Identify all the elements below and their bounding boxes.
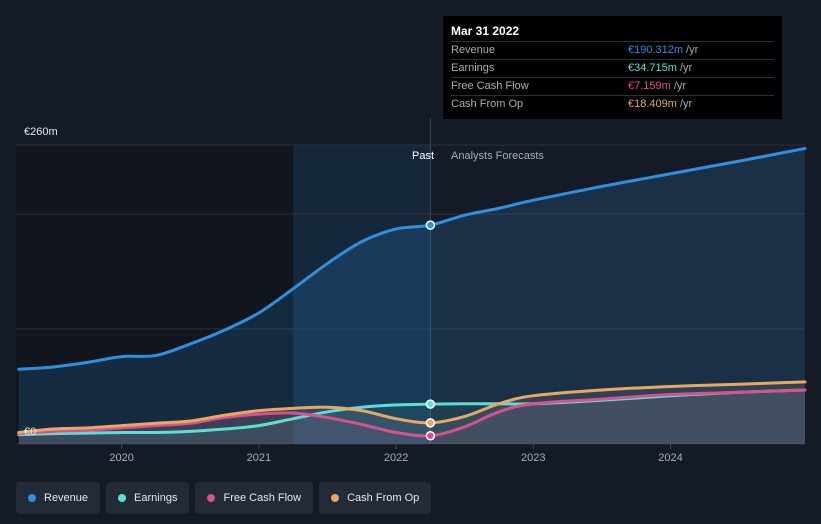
- legend-label: Earnings: [134, 492, 178, 504]
- tooltip: Mar 31 2022 Revenue €190.312m /yr Earnin…: [443, 16, 782, 119]
- legend-label: Free Cash Flow: [223, 492, 302, 504]
- x-tick-label: 2024: [658, 452, 683, 464]
- marker-free-cash-flow: [425, 430, 436, 441]
- tooltip-row-earnings: Earnings €34.715m /yr: [451, 59, 774, 77]
- x-tick-label: 2022: [383, 452, 409, 464]
- tooltip-value: €7.159m: [628, 80, 671, 92]
- marker-earnings: [425, 399, 436, 409]
- x-tick-label: 2020: [109, 452, 134, 464]
- tooltip-unit: /yr: [679, 98, 693, 110]
- x-tick-label: 2021: [246, 452, 272, 464]
- past-label: Past: [412, 150, 435, 162]
- series-line-cash-from-op: [17, 380, 807, 434]
- tooltip-unit: /yr: [673, 80, 687, 92]
- tooltip-label: Free Cash Flow: [451, 80, 529, 92]
- legend: Revenue Earnings Free Cash Flow Cash Fro…: [16, 482, 437, 514]
- tooltip-row-free-cash-flow: Free Cash Flow €7.159m /yr: [451, 77, 774, 95]
- legend-item-free-cash-flow[interactable]: Free Cash Flow: [195, 482, 314, 514]
- forecast-label: Analysts Forecasts: [451, 150, 544, 162]
- legend-item-earnings[interactable]: Earnings: [106, 482, 190, 514]
- past-region: [16, 145, 294, 444]
- marker-cash-from-op: [425, 418, 436, 428]
- free-cash-flow-dot-icon: [207, 494, 216, 502]
- marker-revenue: [425, 220, 436, 230]
- tooltip-label: Revenue: [451, 44, 496, 56]
- tooltip-unit: /yr: [679, 62, 693, 74]
- cash-from-op-dot-icon: [331, 494, 340, 502]
- tooltip-label: Cash From Op: [451, 98, 524, 110]
- tooltip-value: €18.409m: [628, 98, 677, 110]
- series-line-revenue: [17, 146, 807, 371]
- tooltip-value: €190.312m: [628, 44, 684, 56]
- y-axis-top-label: €260m: [24, 126, 58, 138]
- x-tick-label: 2023: [521, 452, 546, 464]
- tooltip-date: Mar 31 2022: [451, 24, 520, 38]
- y-axis-zero-label: €0: [24, 426, 37, 438]
- area-revenue: [18, 148, 806, 444]
- tooltip-row-revenue: Revenue €190.312m /yr: [451, 41, 774, 59]
- legend-item-cash-from-op[interactable]: Cash From Op: [319, 482, 432, 514]
- earnings-dot-icon: [118, 494, 127, 502]
- past-highlight-region: [293, 145, 431, 444]
- legend-label: Cash From Op: [347, 492, 420, 504]
- legend-item-revenue[interactable]: Revenue: [16, 482, 101, 514]
- tooltip-value: €34.715m: [628, 62, 677, 74]
- tooltip-unit: /yr: [686, 44, 699, 56]
- legend-label: Revenue: [44, 492, 89, 504]
- series-line-free-cash-flow: [17, 388, 807, 438]
- tooltip-row-cash-from-op: Cash From Op €18.409m /yr: [451, 95, 774, 113]
- tooltip-label: Earnings: [451, 62, 495, 74]
- revenue-dot-icon: [28, 494, 36, 502]
